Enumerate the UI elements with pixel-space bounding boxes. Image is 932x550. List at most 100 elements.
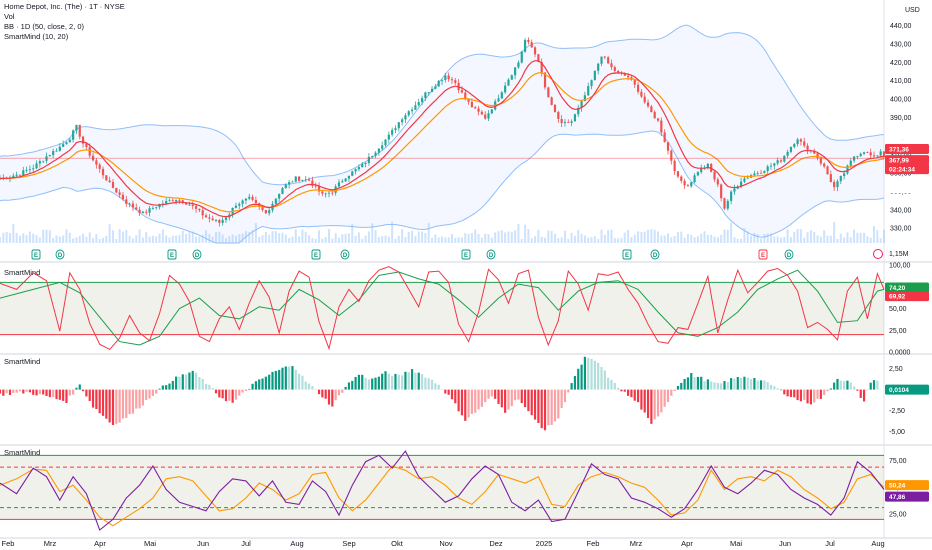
- volume-bar: [195, 236, 198, 243]
- candle: [523, 39, 527, 52]
- volume-bar: [610, 229, 613, 243]
- histogram-bar: [208, 384, 211, 390]
- candle: [610, 63, 613, 68]
- candle: [580, 101, 583, 108]
- histogram-bar: [852, 386, 856, 390]
- volume-bar: [464, 233, 467, 243]
- histogram-bar: [700, 376, 703, 390]
- candle: [490, 109, 493, 114]
- volume-bar: [145, 231, 148, 243]
- histogram-bar: [823, 389, 826, 395]
- histogram-bar: [198, 376, 201, 390]
- candle: [420, 98, 424, 103]
- event-label: D: [489, 253, 494, 259]
- histogram-bar: [317, 389, 321, 395]
- candle: [640, 91, 643, 97]
- candle: [191, 204, 194, 207]
- histogram-bar: [650, 389, 653, 424]
- volume-bar: [135, 235, 138, 243]
- volume-bar: [188, 232, 191, 243]
- candle: [284, 184, 287, 189]
- histogram-bar: [118, 389, 121, 423]
- histogram-bar: [673, 389, 676, 391]
- histogram-bar: [793, 389, 796, 398]
- volume-bar: [32, 233, 35, 243]
- osc3-y-tick: 25,00: [889, 512, 907, 519]
- volume-bar: [746, 231, 749, 243]
- volume-legend: Vol: [4, 12, 15, 21]
- candle: [78, 124, 81, 137]
- volume-bar: [321, 238, 324, 243]
- candle: [570, 121, 573, 123]
- histogram-bar: [424, 377, 427, 390]
- volume-bar: [750, 235, 753, 243]
- volume-bar: [361, 238, 364, 243]
- volume-bar: [753, 232, 756, 243]
- hist-y-tick: -2,50: [889, 408, 905, 415]
- candle: [35, 163, 38, 169]
- histogram-bar: [686, 377, 690, 390]
- candle: [617, 71, 620, 73]
- candle: [391, 130, 394, 135]
- candle: [155, 207, 158, 209]
- candle: [567, 122, 570, 123]
- histogram-bar: [494, 389, 497, 399]
- candle: [384, 139, 387, 146]
- y-tick-label: 410,00: [890, 78, 912, 85]
- candle: [58, 146, 61, 151]
- bb-legend: BB · 1D (50, close, 2, 0): [4, 22, 85, 31]
- volume-bar: [161, 229, 164, 243]
- volume-bar: [567, 238, 570, 243]
- histogram-bar: [108, 389, 111, 423]
- candle: [533, 47, 537, 55]
- candle: [304, 179, 307, 181]
- volume-bar: [284, 234, 287, 243]
- volume-bar: [411, 230, 414, 243]
- histogram-bar: [603, 370, 606, 390]
- volume-bar: [553, 233, 556, 243]
- candle: [470, 101, 474, 108]
- histogram-bar: [763, 380, 766, 390]
- candle: [783, 155, 786, 162]
- x-tick-label: 2025: [536, 539, 553, 548]
- volume-bar: [384, 235, 387, 243]
- volume-bar: [537, 229, 540, 243]
- candle: [178, 199, 181, 201]
- volume-bar: [351, 224, 354, 243]
- histogram-bar: [809, 389, 812, 405]
- volume-bar: [364, 235, 367, 243]
- candle: [251, 196, 254, 200]
- candle: [500, 92, 503, 99]
- volume-bar: [121, 231, 124, 243]
- osc1-y-tick: 100,00: [889, 263, 911, 270]
- histogram-bar: [696, 376, 699, 390]
- candle: [55, 150, 58, 152]
- candle: [387, 134, 390, 140]
- candle: [95, 160, 98, 165]
- candle: [653, 112, 656, 119]
- volume-bar: [421, 231, 424, 243]
- histogram-bar: [660, 389, 663, 413]
- candle: [660, 120, 663, 133]
- volume-bar: [710, 234, 713, 243]
- osc3-purple-value: 47,86: [889, 494, 906, 501]
- histogram-bar: [288, 366, 291, 390]
- candle: [859, 153, 862, 157]
- candle: [700, 168, 703, 173]
- histogram-bar: [766, 382, 769, 390]
- histogram-bar: [261, 378, 264, 390]
- x-tick-label: Okt: [391, 539, 404, 548]
- candle: [510, 75, 513, 80]
- volume-bar: [231, 234, 234, 243]
- histogram-bar: [384, 371, 387, 390]
- candle: [806, 145, 809, 151]
- candle: [201, 210, 204, 216]
- volume-bar: [507, 231, 510, 243]
- volume-bar: [497, 231, 500, 243]
- histogram-bar: [630, 389, 633, 398]
- histogram-bar: [597, 362, 600, 390]
- histogram-bar: [733, 378, 736, 390]
- histogram-bar: [683, 379, 686, 390]
- volume-bar: [387, 236, 390, 243]
